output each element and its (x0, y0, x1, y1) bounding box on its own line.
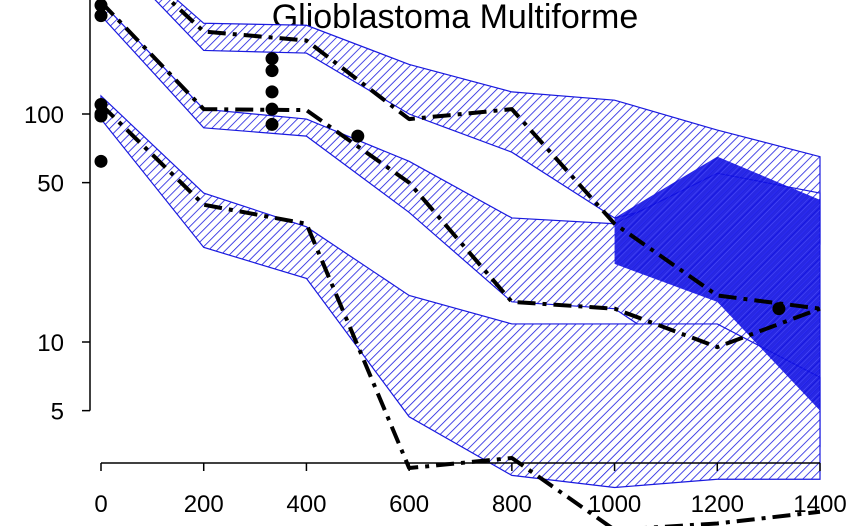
y-axis: 51050100500 (24, 0, 91, 426)
data-point (94, 9, 108, 23)
y-tick-label: 10 (37, 330, 64, 357)
data-point (772, 302, 786, 316)
bands-layer (100, 0, 821, 489)
y-tick-label: 100 (24, 102, 64, 129)
y-tick-label: 50 (37, 171, 64, 198)
data-point (351, 129, 365, 143)
lines-layer (99, 0, 821, 526)
data-point (94, 0, 108, 12)
data-point (265, 117, 279, 131)
x-tick-label: 1400 (793, 491, 846, 518)
dense-layer (614, 156, 820, 411)
data-point (265, 64, 279, 78)
median-line-3 (99, 103, 821, 526)
x-tick-label: 600 (389, 491, 429, 518)
x-tick-label: 400 (286, 491, 326, 518)
x-tick-label: 1000 (588, 491, 641, 518)
x-tick-label: 0 (94, 491, 107, 518)
x-axis: 0 200 400 600 800 1000 1200 1400 (94, 462, 847, 518)
data-point (265, 102, 279, 116)
data-point (265, 85, 279, 99)
points-layer (94, 0, 786, 316)
chart-title: Glioblastoma Multiforme (272, 0, 639, 36)
x-tick-label: 800 (492, 491, 532, 518)
median-line-2 (99, 0, 821, 350)
median-line-1 (166, 0, 821, 311)
data-point (94, 98, 108, 112)
x-tick-label: 200 (184, 491, 224, 518)
dense-overlap-region (614, 156, 820, 411)
x-tick-label: 1200 (691, 491, 744, 518)
data-point (94, 109, 108, 123)
confidence-band-lower (100, 94, 821, 489)
y-tick-label: 5 (51, 399, 64, 426)
data-point (94, 154, 108, 168)
data-point (265, 52, 279, 66)
